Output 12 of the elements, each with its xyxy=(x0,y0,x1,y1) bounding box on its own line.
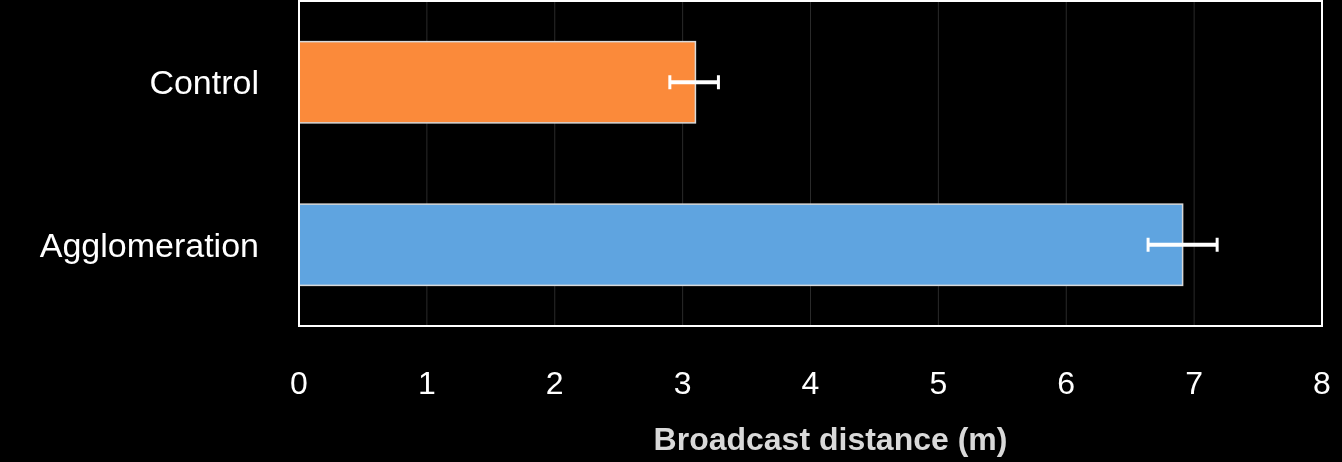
x-axis-title: Broadcast distance (m) xyxy=(653,421,1008,457)
x-tick-label: 5 xyxy=(929,365,948,401)
y-tick-label: Agglomeration xyxy=(39,225,259,264)
x-tick-label: 7 xyxy=(1185,365,1204,401)
x-tick-label: 3 xyxy=(673,365,692,401)
x-tick-label: 4 xyxy=(801,365,820,401)
y-tick-label: Control xyxy=(149,63,259,102)
x-tick-label: 0 xyxy=(290,365,308,401)
x-tick-label: 8 xyxy=(1313,365,1331,401)
x-tick-label: 6 xyxy=(1057,365,1076,401)
x-tick-label: 2 xyxy=(545,365,564,401)
x-tick-label: 1 xyxy=(417,365,436,401)
